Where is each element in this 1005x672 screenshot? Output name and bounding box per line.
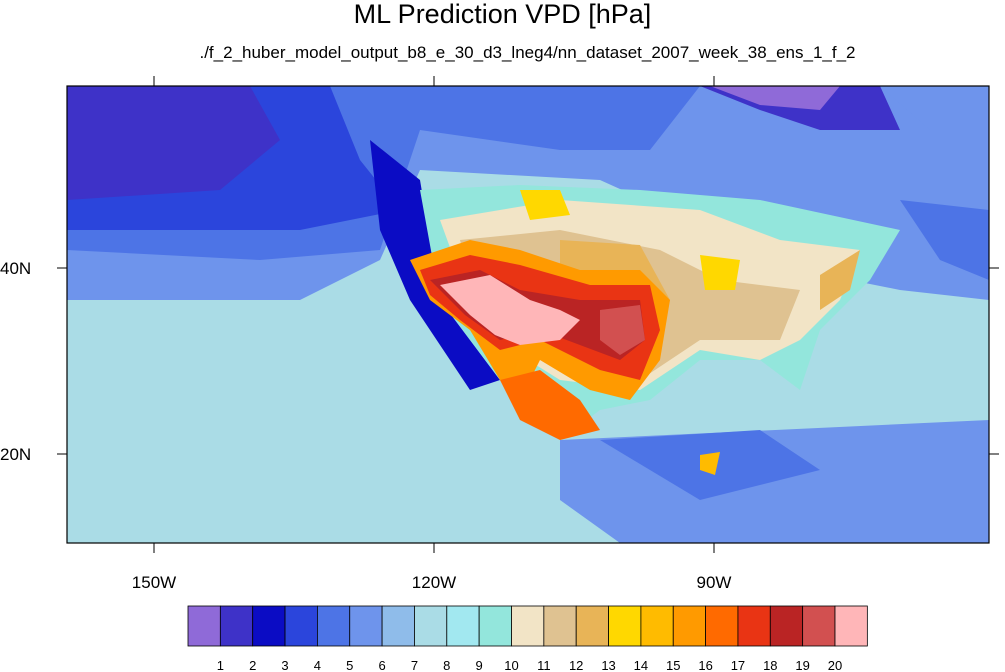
colorbar-label: 20 <box>828 658 842 672</box>
lat-label-20n: 20N <box>0 445 31 464</box>
colorbar-label: 4 <box>314 658 321 672</box>
colorbar-label: 15 <box>666 658 680 672</box>
colorbar-box <box>187 605 221 647</box>
colorbar-box <box>511 605 545 647</box>
colorbar-box <box>252 605 286 647</box>
colorbar-label: 3 <box>281 658 288 672</box>
colorbar-label: 13 <box>601 658 615 672</box>
colorbar-label: 9 <box>476 658 483 672</box>
colorbar-box <box>316 605 351 647</box>
colorbar-box <box>543 605 577 647</box>
colorbar-box <box>349 605 383 647</box>
colorbar-box <box>575 605 609 647</box>
lon-label-120w: 120W <box>412 573 456 592</box>
colorbar-label: 19 <box>795 658 809 672</box>
colorbar-label: 6 <box>378 658 385 672</box>
colorbar-label: 10 <box>504 658 518 672</box>
colorbar-label: 12 <box>569 658 583 672</box>
colorbar-box <box>802 605 836 647</box>
colorbar-labels: 1 2 3 4 5 6 7 8 9 10 11 12 13 14 15 16 17 18 19 20 <box>217 658 843 672</box>
colorbar-box <box>478 605 512 647</box>
colorbar-label: 17 <box>731 658 745 672</box>
vpd-map: 150W 120W 90W 40N 20N <box>0 76 999 592</box>
colorbar-label: 18 <box>763 658 777 672</box>
colorbar-box <box>414 605 448 647</box>
colorbar-label: 7 <box>411 658 418 672</box>
colorbar-label: 8 <box>443 658 450 672</box>
colorbar-box <box>640 605 674 647</box>
colorbar-box <box>705 605 739 647</box>
colorbar-box <box>834 605 868 647</box>
colorbar-box <box>737 605 771 647</box>
chart-subtitle: ./f_2_huber_model_output_b8_e_30_d3_lneg… <box>199 43 856 62</box>
lon-label-150w: 150W <box>132 573 176 592</box>
colorbar-label: 1 <box>217 658 224 672</box>
map-frame <box>66 85 990 544</box>
colorbar-box <box>381 605 415 647</box>
colorbar-label: 14 <box>634 658 648 672</box>
colorbar-label: 2 <box>249 658 256 672</box>
colorbar-label: 11 <box>537 658 551 672</box>
lon-label-90w: 90W <box>697 573 732 592</box>
colorbar-label: 16 <box>698 658 712 672</box>
colorbar-label: 5 <box>346 658 353 672</box>
colorbar-box <box>608 605 642 647</box>
colorbar-boxes <box>187 605 868 647</box>
lat-label-40n: 40N <box>0 259 31 278</box>
colorbar-box <box>446 605 480 647</box>
chart-title: ML Prediction VPD [hPa] <box>353 0 652 29</box>
colorbar-box <box>672 605 706 647</box>
colorbar-box <box>769 605 804 647</box>
colorbar-box <box>219 605 254 647</box>
colorbar-box <box>284 605 318 647</box>
